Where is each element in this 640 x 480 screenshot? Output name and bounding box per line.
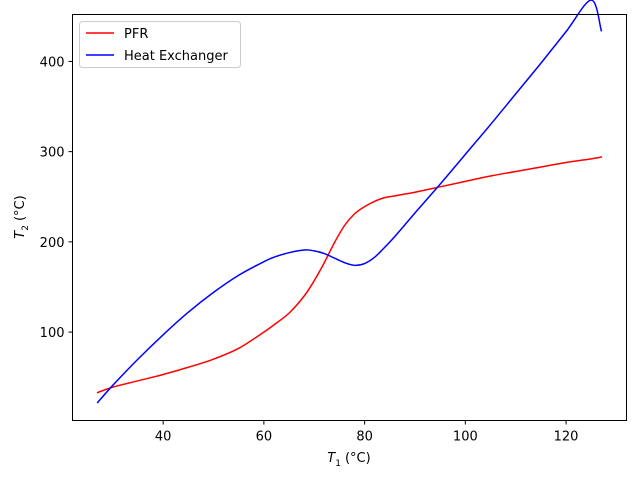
x-tick-label: 100 (453, 430, 478, 445)
plot-frame (72, 14, 627, 421)
y-tick-label: 400 (40, 55, 65, 70)
x-axis-label-main: T (327, 451, 336, 466)
x-tick-label: 60 (256, 430, 273, 445)
y-tick-label: 300 (40, 146, 65, 161)
x-tick-label: 80 (356, 430, 373, 445)
x-axis-label: T1 (°C) (327, 451, 370, 469)
x-tick-label: 40 (155, 430, 172, 445)
series-line-pfr (96, 156, 603, 394)
y-axis-label-sub: 2 (21, 225, 31, 231)
y-axis-label-main: T (13, 230, 28, 239)
legend-box (79, 21, 241, 68)
x-axis-label-unit: (°C) (345, 451, 371, 466)
legend: PFR Heat Exchanger (79, 21, 241, 68)
x-axis: 40 60 80 100 120 (155, 420, 579, 445)
legend-label-pfr: PFR (124, 27, 148, 42)
x-tick-label: 120 (554, 430, 579, 445)
y-axis-label-unit: (°C) (13, 195, 28, 221)
series-layer (96, 0, 603, 404)
y-tick-label: 200 (40, 236, 65, 251)
series-line-heat-exchanger (96, 0, 603, 404)
x-axis-label-sub: 1 (335, 459, 341, 469)
y-axis: 100 200 300 400 (40, 55, 73, 341)
y-axis-label: T2 (°C) (13, 195, 31, 238)
y-tick-label: 100 (40, 326, 65, 341)
legend-label-heat-exchanger: Heat Exchanger (124, 49, 228, 64)
